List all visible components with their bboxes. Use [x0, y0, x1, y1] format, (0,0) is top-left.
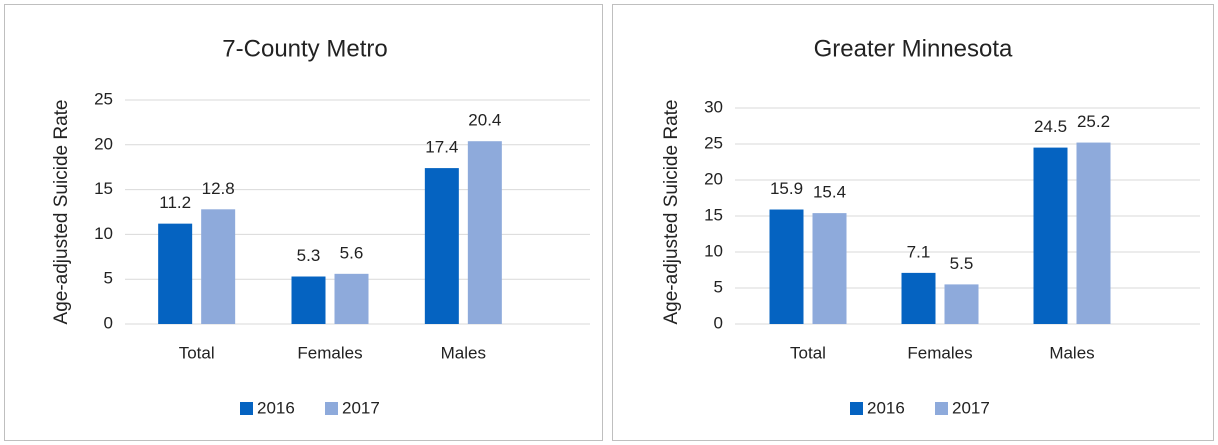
legend-label: 2017: [952, 398, 990, 417]
y-tick-label: 0: [104, 313, 113, 332]
x-tick-label: Males: [1049, 343, 1094, 362]
value-label: 20.4: [468, 111, 501, 130]
bar: [334, 273, 369, 324]
bar: [158, 223, 193, 324]
value-label: 7.1: [907, 242, 931, 261]
chart-title: Greater Minnesota: [814, 35, 1013, 62]
bar: [944, 284, 979, 324]
y-tick-label: 30: [704, 97, 723, 116]
x-tick-label: Females: [907, 343, 972, 362]
y-tick-label: 20: [704, 169, 723, 188]
y-tick-label: 5: [714, 277, 723, 296]
x-tick-label: Total: [790, 343, 826, 362]
legend-swatch: [240, 402, 253, 415]
y-tick-label: 10: [94, 224, 113, 243]
y-tick-label: 15: [704, 205, 723, 224]
value-label: 17.4: [425, 138, 458, 157]
value-label: 15.9: [770, 179, 803, 198]
y-axis-label: Age-adjusted Suicide Rate: [51, 100, 72, 325]
bar: [291, 276, 326, 324]
y-tick-label: 15: [94, 179, 113, 198]
legend-swatch: [850, 402, 863, 415]
legend-label: 2016: [867, 398, 905, 417]
value-label: 24.5: [1034, 117, 1067, 136]
y-axis-label: Age-adjusted Suicide Rate: [661, 100, 682, 325]
y-tick-label: 20: [94, 134, 113, 153]
panel: [4, 4, 603, 441]
bar: [901, 272, 936, 324]
y-tick-label: 0: [714, 313, 723, 332]
value-label: 11.2: [159, 193, 191, 212]
legend-label: 2016: [257, 398, 295, 417]
bar: [201, 209, 236, 324]
value-label: 5.5: [950, 254, 974, 273]
y-tick-label: 5: [104, 269, 113, 288]
panel: [612, 4, 1214, 441]
bar: [1033, 147, 1068, 324]
value-label: 25.2: [1077, 112, 1110, 131]
legend-swatch: [935, 402, 948, 415]
x-tick-label: Total: [179, 343, 215, 362]
chart-title: 7-County Metro: [222, 35, 387, 62]
value-label: 15.4: [813, 183, 846, 202]
legend-swatch: [325, 402, 338, 415]
x-tick-label: Males: [441, 343, 486, 362]
bar: [812, 213, 847, 324]
value-label: 12.8: [202, 179, 235, 198]
x-tick-label: Females: [297, 343, 362, 362]
legend-label: 2017: [342, 398, 380, 417]
y-tick-label: 25: [94, 89, 113, 108]
value-label: 5.6: [340, 243, 364, 262]
bar: [467, 141, 502, 324]
y-tick-label: 25: [704, 133, 723, 152]
bar: [424, 168, 459, 324]
bar: [769, 209, 804, 324]
y-tick-label: 10: [704, 241, 723, 260]
bar: [1076, 142, 1111, 324]
value-label: 5.3: [297, 246, 321, 265]
